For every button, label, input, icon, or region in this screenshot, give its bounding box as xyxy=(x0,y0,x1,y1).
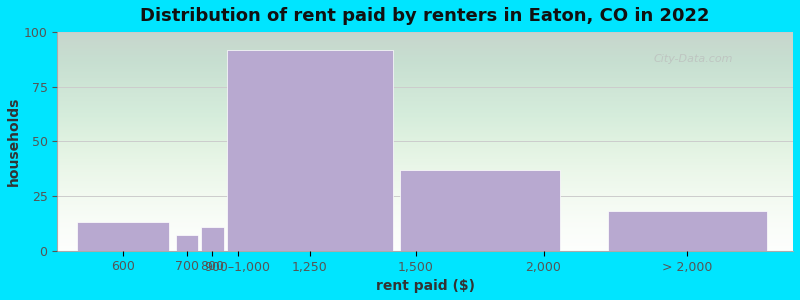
Title: Distribution of rent paid by renters in Eaton, CO in 2022: Distribution of rent paid by renters in … xyxy=(141,7,710,25)
X-axis label: rent paid ($): rent paid ($) xyxy=(376,279,474,293)
Bar xyxy=(202,227,224,251)
Bar xyxy=(77,222,170,251)
Bar xyxy=(227,50,393,251)
Text: City-Data.com: City-Data.com xyxy=(654,54,733,64)
Bar xyxy=(176,236,198,251)
Bar xyxy=(399,170,559,251)
Y-axis label: households: households xyxy=(7,97,21,186)
Bar xyxy=(607,212,767,251)
